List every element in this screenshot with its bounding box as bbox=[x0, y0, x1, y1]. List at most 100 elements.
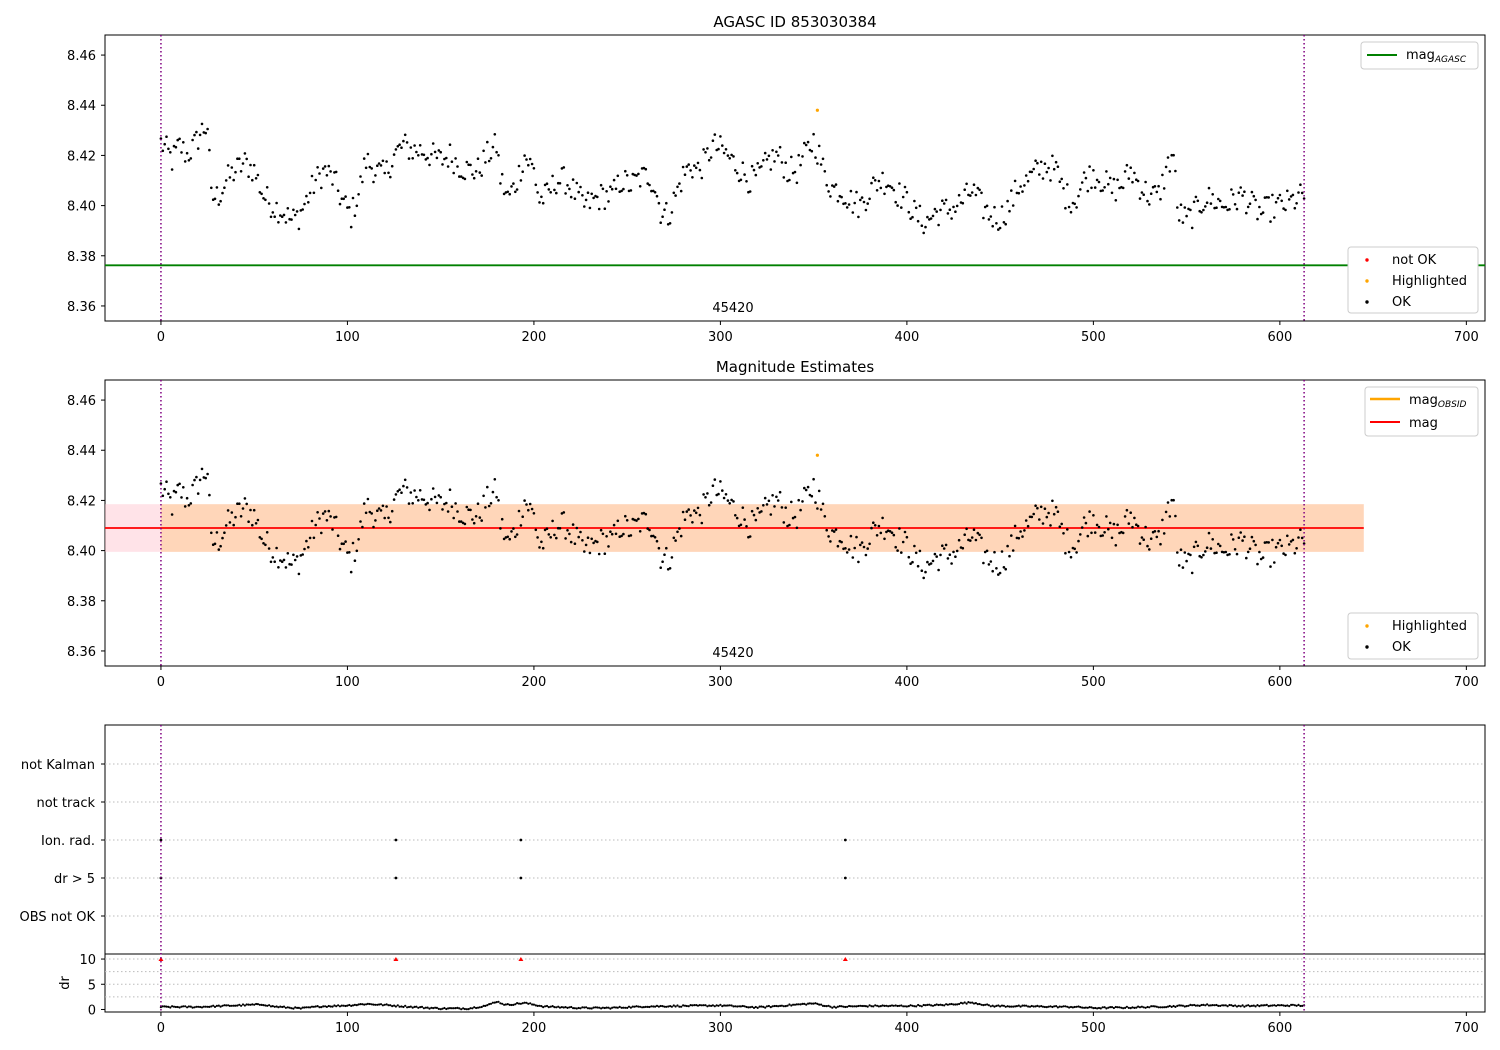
dr-point bbox=[540, 1005, 543, 1008]
dr-point bbox=[400, 1005, 403, 1008]
agasc-annotation: 45420 bbox=[712, 301, 753, 316]
x-tick-label: 200 bbox=[522, 675, 547, 690]
dr-point bbox=[661, 1005, 664, 1008]
ok-point bbox=[855, 535, 858, 539]
ok-point bbox=[482, 494, 485, 498]
dr-point bbox=[182, 1005, 185, 1008]
ok-point bbox=[998, 571, 1002, 575]
ok-point bbox=[1168, 515, 1172, 518]
ok-point bbox=[817, 144, 821, 148]
ok-point bbox=[1148, 203, 1151, 206]
ok-point bbox=[426, 156, 429, 160]
mag-agasc-legend-main: mag bbox=[1406, 48, 1435, 63]
ok-point bbox=[653, 191, 657, 194]
ok-point bbox=[540, 540, 543, 544]
ok-point bbox=[726, 499, 730, 502]
ok-point bbox=[185, 151, 189, 155]
ok-point bbox=[558, 182, 562, 185]
ok-point bbox=[534, 183, 538, 187]
ok-point bbox=[508, 192, 512, 196]
dr-point bbox=[1267, 1005, 1270, 1008]
ok-point bbox=[581, 539, 584, 542]
ok-point bbox=[448, 143, 452, 146]
ok-point bbox=[418, 489, 422, 492]
dr-point bbox=[428, 1007, 431, 1010]
dr-point bbox=[696, 1004, 700, 1007]
mag-estimates-annotation: 45420 bbox=[712, 646, 753, 661]
dr-point bbox=[1232, 1004, 1235, 1008]
ok-point bbox=[1276, 196, 1280, 200]
ok-point bbox=[536, 191, 539, 194]
ok-point bbox=[812, 477, 815, 481]
ok-point bbox=[1008, 554, 1011, 558]
dr-point bbox=[344, 1004, 347, 1008]
x-tick-label: 500 bbox=[1081, 675, 1106, 690]
dr-point bbox=[172, 1005, 176, 1008]
ok-point bbox=[1107, 182, 1110, 186]
ok-point bbox=[1041, 522, 1045, 525]
ok-point bbox=[586, 536, 590, 539]
ok-point bbox=[1217, 542, 1220, 546]
dr-point bbox=[545, 1004, 549, 1008]
dr-point bbox=[1247, 1004, 1250, 1007]
dr-point bbox=[366, 1002, 369, 1006]
ok-point bbox=[361, 180, 364, 184]
dr-point bbox=[538, 1004, 541, 1007]
ok-point bbox=[329, 515, 332, 518]
ok-point bbox=[379, 509, 383, 512]
dr-point bbox=[452, 1007, 455, 1010]
ok-point bbox=[465, 160, 469, 164]
ok-point bbox=[555, 536, 558, 540]
ok-point bbox=[458, 520, 461, 523]
ok-point bbox=[189, 157, 193, 160]
ok-point bbox=[1114, 199, 1118, 202]
ok-point bbox=[995, 222, 998, 225]
ok-point bbox=[678, 527, 681, 530]
dr-y-tick-label: 5 bbox=[88, 978, 96, 993]
ok-point bbox=[873, 524, 877, 527]
ok-point bbox=[765, 158, 769, 161]
ok-point bbox=[665, 546, 668, 550]
ok-point bbox=[1231, 193, 1235, 196]
dr-point bbox=[654, 1005, 657, 1008]
ok-point bbox=[1116, 523, 1119, 527]
ok-point bbox=[806, 485, 810, 489]
dr-point bbox=[890, 1004, 894, 1007]
x-tick-label: 100 bbox=[335, 330, 360, 345]
ok-point bbox=[376, 164, 379, 167]
dr-point bbox=[903, 1005, 907, 1008]
ok-point bbox=[527, 163, 530, 167]
ok-point bbox=[797, 153, 800, 157]
dr-point bbox=[959, 1001, 963, 1005]
dr-point bbox=[1174, 1005, 1177, 1009]
ok-point bbox=[597, 207, 601, 211]
ok-point bbox=[903, 530, 907, 534]
ok-point bbox=[1032, 512, 1035, 516]
dr-point bbox=[987, 1004, 991, 1007]
ok-point bbox=[987, 218, 991, 221]
ok-point bbox=[896, 204, 899, 207]
ok-point bbox=[1217, 197, 1220, 201]
dr-point bbox=[458, 1007, 461, 1010]
dr-point bbox=[337, 1004, 340, 1007]
dr-point bbox=[462, 1007, 465, 1010]
dr-point bbox=[544, 1005, 547, 1008]
ok-point bbox=[760, 510, 763, 513]
ok-point bbox=[502, 192, 506, 196]
ok-point bbox=[719, 480, 722, 483]
dr-point bbox=[954, 1003, 957, 1006]
dr-point bbox=[186, 1006, 189, 1009]
ok-point bbox=[685, 510, 689, 513]
ok-point bbox=[1039, 160, 1043, 164]
ok-point bbox=[377, 162, 381, 165]
ok-point bbox=[1209, 547, 1213, 550]
dr-point bbox=[351, 1004, 355, 1007]
ok-point bbox=[775, 150, 778, 154]
dr-point bbox=[499, 1002, 502, 1005]
dr-clipped-marker bbox=[842, 957, 848, 962]
dr-point bbox=[771, 1005, 774, 1008]
mag-estimates-legend-top: magOBSID mag bbox=[1364, 386, 1479, 437]
dr-point bbox=[849, 1005, 853, 1008]
dr-point bbox=[355, 1004, 358, 1007]
ok-point bbox=[1265, 196, 1269, 199]
